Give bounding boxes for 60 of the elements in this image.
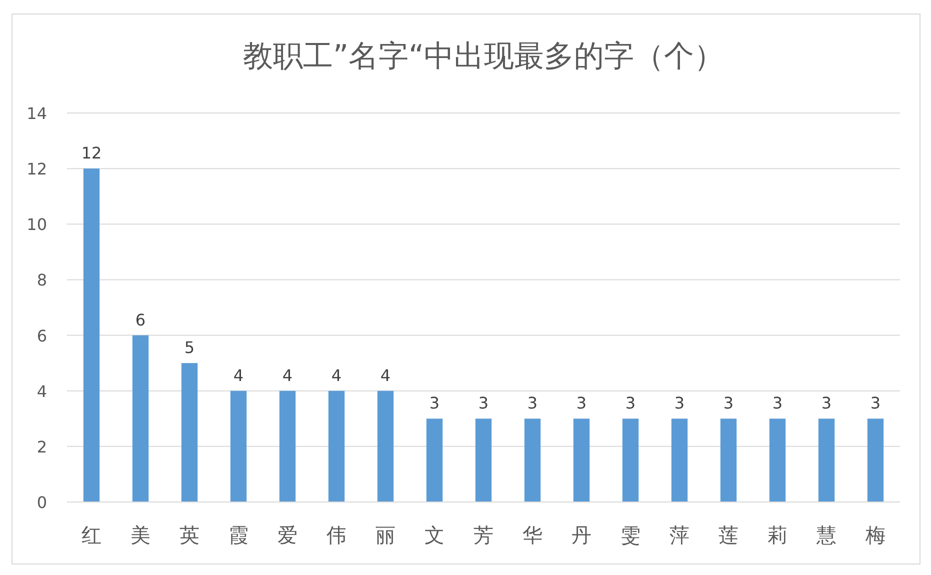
- data-label: 3: [821, 394, 832, 413]
- y-tick-label: 10: [26, 215, 47, 234]
- data-label: 3: [723, 394, 734, 413]
- y-tick-label: 12: [26, 160, 47, 179]
- x-tick-label: 莉: [768, 523, 788, 547]
- bar: [769, 418, 786, 502]
- data-label: 4: [380, 366, 391, 385]
- y-tick-label: 2: [36, 437, 47, 456]
- x-tick-label: 英: [180, 523, 200, 547]
- data-label: 4: [331, 366, 342, 385]
- data-label: 6: [135, 310, 146, 330]
- bar: [230, 390, 247, 502]
- data-label: 5: [184, 338, 195, 358]
- data-label: 3: [527, 394, 538, 413]
- bar: [328, 390, 345, 502]
- bar: [524, 418, 541, 502]
- data-label: 3: [625, 394, 636, 413]
- bar: [426, 418, 443, 502]
- bar: [671, 418, 688, 502]
- x-tick-label: 莲: [718, 523, 738, 547]
- bar: [622, 418, 639, 502]
- x-tick-label: 华: [522, 523, 542, 547]
- x-tick-label: 雯: [620, 523, 640, 547]
- data-label: 3: [674, 394, 685, 413]
- bar: [475, 418, 492, 502]
- bar: [279, 390, 296, 502]
- x-tick-label: 芳: [474, 523, 494, 547]
- x-tick-label: 霞: [228, 523, 248, 547]
- data-label: 3: [772, 394, 783, 413]
- bar: [867, 418, 884, 502]
- bar: [83, 168, 100, 502]
- x-tick-label: 红: [82, 523, 102, 547]
- bar: [377, 390, 394, 502]
- y-tick-label: 6: [36, 326, 47, 346]
- bar: [181, 363, 198, 502]
- x-tick-label: 美: [130, 523, 150, 547]
- y-tick-label: 4: [36, 382, 47, 401]
- y-tick-label: 8: [36, 270, 47, 290]
- data-label: 4: [282, 366, 293, 385]
- x-tick-label: 丹: [572, 523, 592, 547]
- bar: [132, 335, 149, 502]
- bar: [818, 418, 835, 502]
- x-tick-label: 爱: [278, 523, 298, 547]
- chart-title: 教职工”名字“中出现最多的字（个）: [242, 39, 724, 74]
- y-tick-label: 14: [26, 104, 47, 123]
- x-tick-label: 丽: [376, 523, 396, 547]
- data-label: 12: [81, 144, 102, 163]
- data-label: 3: [478, 394, 489, 413]
- x-tick-label: 梅: [864, 523, 886, 547]
- data-label: 3: [429, 394, 440, 413]
- data-label: 4: [233, 366, 244, 385]
- y-tick-label: 0: [36, 493, 47, 512]
- bar: [573, 418, 590, 502]
- bar: [720, 418, 737, 502]
- x-tick-label: 文: [424, 523, 444, 547]
- x-tick-label: 慧: [816, 523, 836, 547]
- data-label: 3: [576, 394, 587, 413]
- x-tick-label: 萍: [670, 523, 690, 547]
- x-tick-label: 伟: [326, 523, 346, 547]
- data-label: 3: [870, 394, 881, 413]
